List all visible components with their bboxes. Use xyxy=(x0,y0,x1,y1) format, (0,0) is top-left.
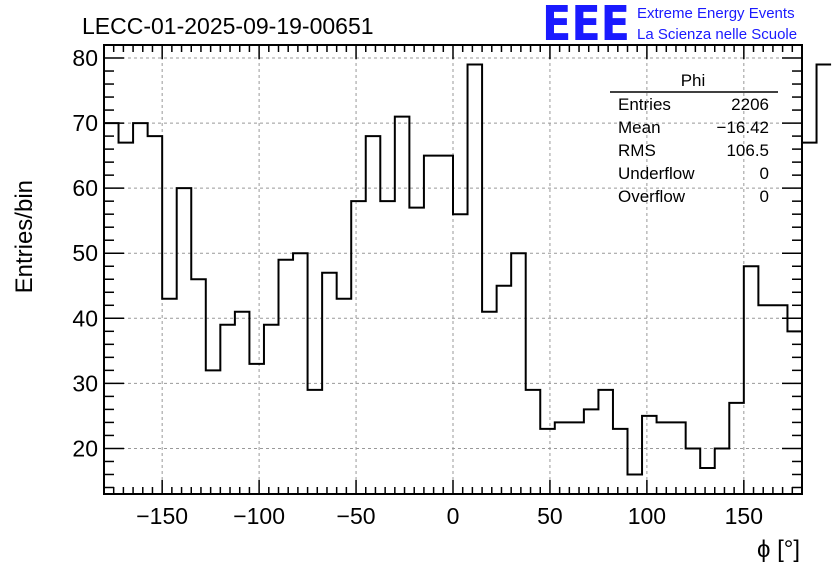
y-tick-label: 80 xyxy=(72,45,98,71)
y-tick-label: 20 xyxy=(72,435,98,461)
stats-label-mean: Mean xyxy=(618,118,661,137)
stats-value-overflow: 0 xyxy=(760,187,769,206)
histogram-bin xyxy=(671,422,686,494)
histogram-bin xyxy=(337,299,352,494)
logo-mark: EEE xyxy=(542,0,630,52)
histogram-bin xyxy=(308,390,323,494)
histogram-bin xyxy=(758,305,773,494)
histogram-bin xyxy=(540,429,555,494)
y-tick-label: 40 xyxy=(72,305,98,331)
histogram-bin xyxy=(322,273,337,494)
histogram-bin xyxy=(555,422,570,494)
histogram-bin xyxy=(366,136,381,494)
histogram-bin xyxy=(482,312,497,494)
histogram-bin xyxy=(177,188,192,494)
stats-label-entries: Entries xyxy=(618,95,671,114)
histogram-bin xyxy=(453,214,468,494)
histogram-bin xyxy=(686,448,701,494)
histogram-bin xyxy=(380,201,395,494)
histogram-bin xyxy=(628,474,643,494)
eee-logo: EEE Extreme Energy Events La Scienza nel… xyxy=(542,0,797,52)
histogram-bin xyxy=(569,422,584,494)
histogram-bin xyxy=(133,123,148,494)
histogram-bin xyxy=(715,448,730,494)
histogram-bin xyxy=(409,208,424,494)
histogram-bin xyxy=(148,136,163,494)
y-tick-label: 60 xyxy=(72,175,98,201)
x-tick-label: 50 xyxy=(537,503,563,529)
x-tick-label: −150 xyxy=(136,503,188,529)
histogram-bin xyxy=(191,279,206,494)
stats-label-rms: RMS xyxy=(618,141,656,160)
stats-box: Phi Entries 2206 Mean −16.42 RMS 106.5 U… xyxy=(610,71,778,206)
x-tick-label: −50 xyxy=(337,503,376,529)
histogram-series xyxy=(104,63,832,494)
histogram-bin xyxy=(657,422,672,494)
chart-title: LECC-01-2025-09-19-00651 xyxy=(82,13,374,39)
histogram-bin xyxy=(787,331,802,494)
histogram-bin xyxy=(395,117,410,494)
histogram-bin xyxy=(220,325,235,494)
histogram-bin xyxy=(700,468,715,494)
histogram-bin xyxy=(802,143,817,494)
histogram-bin xyxy=(104,123,119,494)
stats-value-underflow: 0 xyxy=(760,164,769,183)
stats-value-entries: 2206 xyxy=(731,95,769,114)
histogram-bin xyxy=(264,325,279,494)
axis-tick-labels: −150 −100 −50 0 50 100 150 20 30 40 50 60 70 80 xyxy=(72,45,763,529)
stats-value-mean: −16.42 xyxy=(717,118,769,137)
y-tick-label: 70 xyxy=(72,110,98,136)
histogram-bin xyxy=(511,253,526,494)
histogram-bin xyxy=(235,312,250,494)
y-tick-label: 50 xyxy=(72,240,98,266)
histogram-bin xyxy=(744,266,759,494)
histogram-bin xyxy=(162,299,177,494)
histogram-bin xyxy=(817,65,832,494)
histogram-bin xyxy=(526,390,541,494)
stats-title: Phi xyxy=(681,71,706,90)
histogram-bin xyxy=(424,156,439,494)
histogram-bin xyxy=(613,429,628,494)
axis-ticks xyxy=(104,44,802,494)
histogram-bin xyxy=(729,403,744,494)
histogram-bin xyxy=(249,364,264,494)
logo-line-2: La Scienza nelle Scuole xyxy=(637,26,797,43)
histogram-bin xyxy=(438,156,453,494)
histogram-bin xyxy=(598,390,613,494)
stats-label-underflow: Underflow xyxy=(618,164,695,183)
histogram-bin xyxy=(497,286,512,494)
x-tick-label: 0 xyxy=(447,503,460,529)
x-tick-label: −100 xyxy=(233,503,285,529)
x-tick-label: 100 xyxy=(628,503,666,529)
stats-label-overflow: Overflow xyxy=(618,187,686,206)
x-tick-label: 150 xyxy=(725,503,763,529)
histogram-bin xyxy=(293,253,308,494)
stats-value-rms: 106.5 xyxy=(726,141,769,160)
x-axis-label: ϕ [°] xyxy=(757,536,800,563)
y-axis-label: Entries/bin xyxy=(11,180,38,293)
logo-line-1: Extreme Energy Events xyxy=(637,5,795,22)
histogram-bin xyxy=(773,305,788,494)
histogram-bin xyxy=(279,260,294,494)
histogram-line xyxy=(104,63,832,476)
histogram-bin xyxy=(206,370,221,494)
histogram-bin xyxy=(468,65,483,494)
histogram-bin xyxy=(584,409,599,494)
histogram-bin xyxy=(642,416,657,494)
y-tick-label: 30 xyxy=(72,370,98,396)
histogram-bin xyxy=(351,201,366,494)
